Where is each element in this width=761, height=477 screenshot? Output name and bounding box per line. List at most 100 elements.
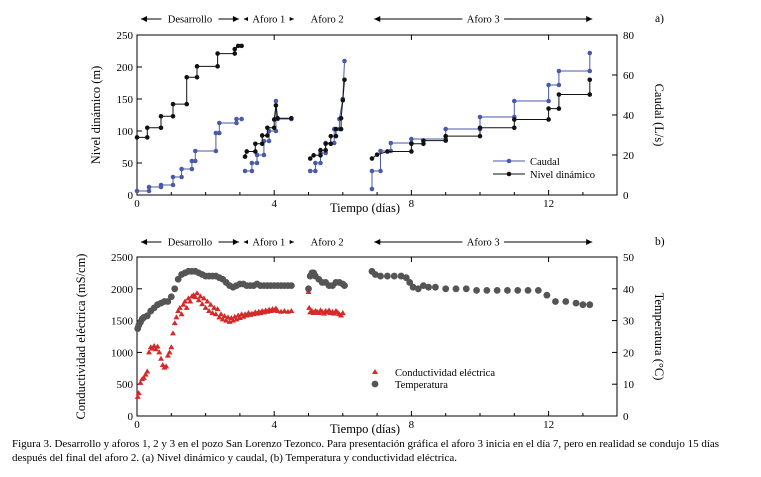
panel-a-x-tick-label: 12 [543,198,554,210]
phase-arrow-head-left [374,16,381,22]
panel-a-series-caudal-point [556,68,562,74]
phase-arrow-head-right [232,239,239,245]
panel-a-series-nivel-din-mico-point [242,154,248,159]
phase-arrow-head-left [374,239,381,245]
phase-label: Desarrollo [168,15,212,26]
panel-a-series-nivel-din-mico-point [421,141,426,147]
legend-marker [372,369,378,374]
panel-a-series-caudal-point [369,168,375,174]
phase-label: Aforo 3 [467,238,500,249]
panel-b-series-conductividad-el-ctrica-point [199,301,206,307]
panel-a-series-nivel-din-mico-point [443,138,449,143]
panel-a-series-caudal-point [146,184,152,190]
panel-b-series-temperatura-point [383,272,391,280]
panel-a-panel-label: a) [655,13,664,25]
panel-a-series-nivel-din-mico-point [194,74,200,80]
panel-a-series-nivel-din-mico-point [265,133,270,138]
panel-b-series-conductividad-el-ctrica-point [142,371,149,377]
panel-b-series-conductividad-el-ctrica-point [134,393,141,399]
panel-a-series-nivel-din-mico-point [158,125,164,131]
panel-b-series-conductividad-el-ctrica-point [223,317,230,323]
panel-b-series-conductividad-el-ctrica-point [219,316,226,322]
panel-b-series-temperatura-point [420,282,427,290]
panel-a-series-caudal-point [313,160,318,166]
panel-a-series-nivel-din-mico-line [371,79,591,159]
panel-a-series-nivel-din-mico-point [477,125,483,131]
panel-a-series-caudal-point [193,158,198,164]
panel-a-series-nivel-din-mico-point [265,125,270,131]
panel-a-series-nivel-din-mico-point [318,153,323,158]
panel-b-x-axis-label: Tiempo (días) [330,422,400,436]
panel-a-series-caudal-point [217,130,222,136]
panel-b-series-conductividad-el-ctrica-point [194,290,201,296]
panel-b-series-conductividad-el-ctrica-point [195,297,202,303]
panel-b-series-conductividad-el-ctrica-point [176,304,183,310]
panel-b-series-temperatura-point [473,286,480,294]
panel-b-series-conductividad-el-ctrica-point [154,343,161,349]
panel-a-series-caudal-point [179,174,184,180]
panel-a-series-caudal-point [189,166,195,172]
panel-b-series-temperatura-point [167,293,175,301]
phase-label-bg [306,13,348,25]
panel-b-series-conductividad-el-ctrica-point [240,313,247,319]
panel-a-series-nivel-din-mico-point [409,141,414,147]
panel-a-y-right-tick-label: 80 [623,30,635,42]
panel-a: Desarrollo Aforo 1 Aforo 2 Aforo 3 [134,13,618,196]
panel-a-series-caudal-point [378,148,383,154]
panel-a-series-nivel-din-mico-point [512,117,517,122]
panel-a-series-nivel-din-mico-point [271,125,277,131]
panel-b-series-temperatura-point [534,286,542,294]
panel-a-x-tick-label: 0 [134,198,140,210]
panel-b-series-conductividad-el-ctrica-point [338,312,345,318]
panel-a-series-caudal-line [371,53,591,189]
panel-b-series-conductividad-el-ctrica-point [200,295,207,301]
panel-b-series-conductividad-el-ctrica-point [212,311,219,317]
panel-a-series-nivel-din-mico-point [340,97,346,103]
panel-a-series-nivel-din-mico-point [338,115,344,121]
legend-marker [371,380,379,388]
panel-b-series-conductividad-el-ctrica-point [224,314,231,320]
panel-b-series-temperatura-point [562,298,570,305]
phase-label-bg [462,236,505,248]
panel-b-series-conductividad-el-ctrica-point [170,330,177,336]
panel-a-series-nivel-din-mico-point [323,147,328,153]
panel-a-series-nivel-din-mico-point [338,126,344,132]
panel-b-series-conductividad-el-ctrica-point [214,306,221,312]
panel-b-series-conductividad-el-ctrica-point [168,344,175,350]
panel-b-y-left-tick-label: 2000 [111,284,134,296]
phase-label: Aforo 3 [467,15,500,26]
panel-b-series-conductividad-el-ctrica-point [175,308,182,314]
panel-b-y-left-tick-label: 2500 [111,252,134,264]
panel-a-x-axis-label: Tiempo (días) [330,201,400,215]
panel-b-x-tick-label: 0 [134,419,140,431]
panel-b-series-temperatura-point [171,285,179,293]
panel-b-y-left-tick-label: 500 [117,379,134,391]
panel-a-series-caudal-point [261,152,267,158]
legend-marker [506,171,512,177]
panel-a-series-nivel-din-mico-point [134,135,140,140]
figure-caption: Figura 3. Desarrollo y aforos 1, 2 y 3 e… [12,438,720,464]
panel-b-series-temperatura-point [543,291,551,299]
panel-b-series-temperatura-point [462,285,470,293]
panel-b-series-temperatura-point [414,285,422,293]
panel-a-series-caudal-point [249,168,255,174]
panel-b-series-conductividad-el-ctrica-point [137,379,144,385]
panel-b-series-temperatura-point [452,285,460,293]
phase-label: Aforo 1 [252,238,285,249]
panel-a-series-caudal-point [587,50,593,56]
panel-b-series-temperatura-point [514,286,522,294]
phase-label-bg [247,13,290,25]
panel-a-series-nivel-din-mico-point [239,43,244,49]
panel-b-series-temperatura-point [552,298,559,305]
panel-a-series-nivel-din-mico-point [311,153,316,158]
panel-a-series-caudal-point [134,188,140,194]
panel-b-series-conductividad-el-ctrica-point [221,313,228,319]
panel-b-y-right-tick-label: 30 [623,316,635,328]
panel-a-y-right-tick-label: 20 [623,150,635,162]
panel-b-series-conductividad-el-ctrica-point [149,345,156,351]
panel-a-y-right-tick-label: 0 [623,190,629,202]
panel-b-series-conductividad-el-ctrica-point [135,390,142,396]
panel-a-y-right-tick-label: 40 [623,110,635,122]
panel-a-series-caudal-point [587,68,593,74]
legend-label: Nivel dinámico [530,170,595,181]
